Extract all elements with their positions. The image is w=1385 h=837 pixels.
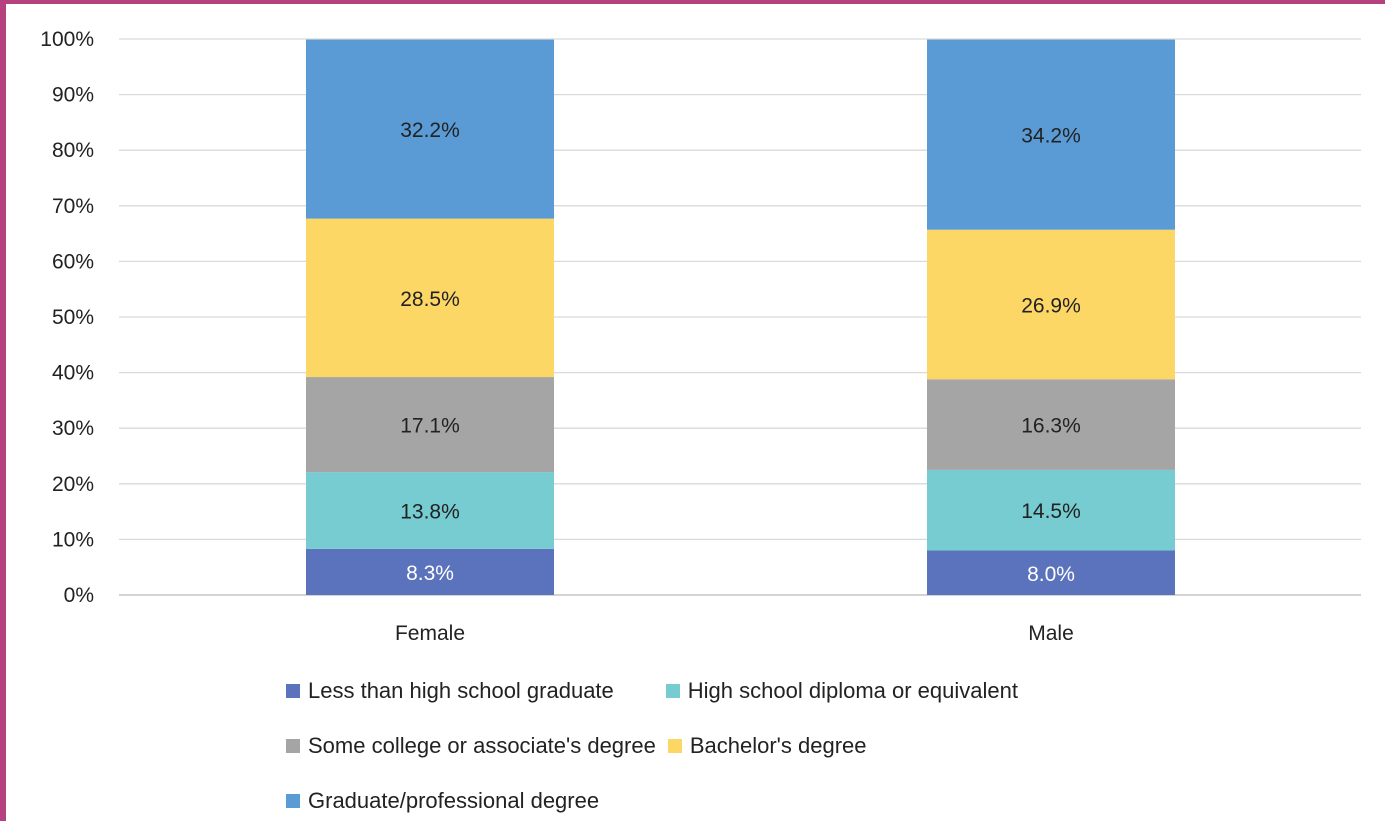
- bar-segment: [306, 218, 554, 378]
- legend: Less than high school graduate High scho…: [286, 672, 1186, 837]
- bar-segment: [927, 550, 1175, 595]
- data-label: 14.5%: [1021, 500, 1081, 523]
- legend-row: Less than high school graduate High scho…: [286, 672, 1186, 710]
- data-label: 8.0%: [1027, 563, 1075, 586]
- data-label: 16.3%: [1021, 415, 1081, 438]
- data-label: 17.1%: [400, 415, 460, 438]
- legend-label: Graduate/professional degree: [308, 788, 600, 813]
- legend-swatch: [665, 684, 680, 698]
- data-label: 26.9%: [1021, 294, 1081, 317]
- data-label: 34.2%: [1021, 125, 1081, 148]
- bar-segment: [927, 39, 1175, 230]
- x-axis-categories: Female Male: [395, 622, 1074, 645]
- bar-segment: [306, 377, 554, 473]
- data-label: 28.5%: [400, 288, 460, 311]
- y-tick-label: 10%: [52, 528, 94, 551]
- y-tick-label: 20%: [52, 473, 94, 496]
- legend-item-graduate: Graduate/professional degree: [286, 788, 599, 814]
- legend-swatch: [286, 794, 300, 808]
- legend-label: Bachelor's degree: [689, 733, 867, 758]
- legend-swatch: [286, 739, 300, 753]
- bar-segment: [306, 472, 554, 549]
- y-tick-label: 70%: [52, 195, 94, 218]
- data-labels: 8.3% 13.8% 17.1% 28.5% 32.2% 8.0% 14.5% 16.3% 26…: [400, 119, 1081, 586]
- bar-segment: [306, 39, 554, 219]
- x-category-label: Female: [395, 622, 465, 645]
- y-tick-label: 0%: [64, 584, 94, 607]
- y-tick-label: 30%: [52, 417, 94, 440]
- y-tick-label: 40%: [52, 362, 94, 385]
- legend-label: Less than high school graduate: [308, 678, 614, 703]
- legend-swatch: [286, 684, 300, 698]
- y-tick-label: 100%: [40, 28, 94, 51]
- bar-segment: [927, 469, 1175, 551]
- data-label: 8.3%: [406, 562, 454, 585]
- y-tick-label: 60%: [52, 250, 94, 273]
- stacked-bar-chart: 0% 10% 20% 30% 40% 50% 60% 70% 80% 90% 100% 8.3% 13…: [40, 28, 1361, 645]
- legend-swatch: [667, 739, 682, 753]
- legend-item-some-college: Some college or associate's degree: [286, 733, 656, 759]
- y-axis-ticks: 0% 10% 20% 30% 40% 50% 60% 70% 80% 90% 100%: [40, 28, 94, 607]
- legend-item-bachelors: Bachelor's degree: [667, 733, 867, 759]
- x-category-label: Male: [1028, 622, 1074, 645]
- bar-segment: [306, 548, 554, 595]
- data-label: 32.2%: [400, 119, 460, 142]
- data-label: 13.8%: [400, 500, 460, 523]
- legend-label: Some college or associate's degree: [308, 733, 656, 758]
- legend-row: Graduate/professional degree: [286, 782, 1186, 820]
- legend-label: High school diploma or equivalent: [687, 678, 1018, 703]
- legend-item-less-than-high-school: Less than high school graduate: [286, 678, 614, 704]
- legend-row: Some college or associate's degree Bache…: [286, 727, 1186, 765]
- bars: [306, 39, 1175, 595]
- y-tick-label: 80%: [52, 139, 94, 162]
- bar-segment: [927, 229, 1175, 380]
- legend-item-high-school-diploma: High school diploma or equivalent: [665, 678, 1018, 704]
- bar-segment: [927, 379, 1175, 470]
- y-tick-label: 90%: [52, 84, 94, 107]
- y-tick-label: 50%: [52, 306, 94, 329]
